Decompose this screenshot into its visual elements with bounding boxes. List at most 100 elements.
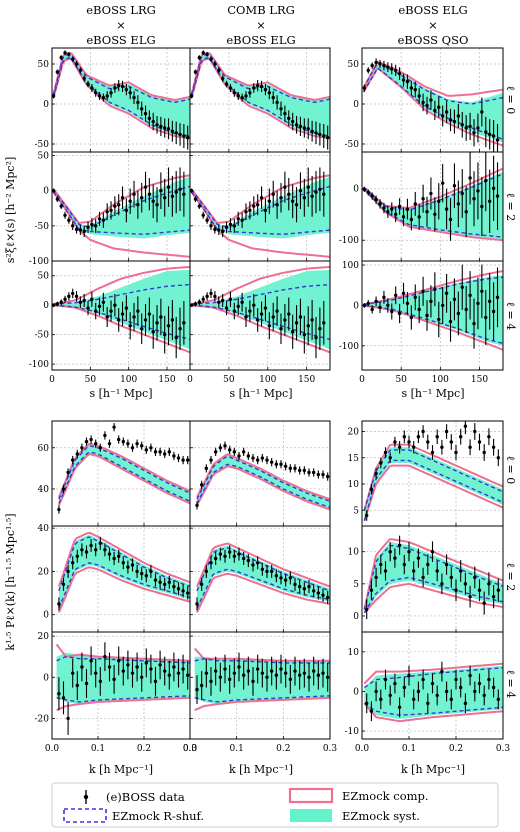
data-point — [407, 549, 411, 554]
data-point — [149, 446, 153, 450]
data-point — [232, 554, 237, 558]
data-point — [90, 222, 94, 227]
data-point — [136, 309, 140, 313]
ytick-label: -20 — [35, 714, 50, 724]
data-point — [124, 306, 129, 310]
data-point — [495, 194, 500, 198]
data-point — [71, 291, 75, 296]
data-point — [448, 118, 453, 122]
ytick-label: -50 — [35, 331, 50, 341]
data-point — [223, 554, 227, 558]
data-point — [166, 185, 171, 189]
data-point — [365, 607, 369, 612]
data-point — [201, 51, 205, 55]
data-point — [279, 462, 283, 466]
data-point — [241, 673, 246, 677]
data-point — [491, 445, 496, 449]
data-point — [78, 68, 83, 73]
data-point — [80, 548, 84, 552]
data-point — [383, 450, 388, 455]
data-point — [463, 582, 468, 586]
data-point — [275, 100, 279, 105]
col-title-2-line2: × — [256, 18, 266, 32]
rshuf-line-upper — [58, 445, 190, 500]
data-point — [480, 110, 484, 114]
data-point — [460, 285, 464, 289]
data-point — [75, 683, 80, 688]
data-point — [322, 134, 326, 138]
data-point — [370, 307, 374, 312]
data-point — [143, 111, 148, 116]
data-point — [193, 197, 198, 201]
data-point — [190, 94, 194, 98]
data-point — [302, 671, 307, 675]
xtick-label: 0.0 — [355, 744, 370, 754]
ytick-label: 10 — [348, 548, 360, 558]
data-point — [248, 208, 252, 213]
data-point — [294, 203, 299, 207]
data-point — [90, 86, 94, 90]
ytick-label: 10 — [348, 648, 360, 658]
data-point — [388, 549, 392, 554]
panel-pk-l2-b — [189, 525, 331, 633]
data-point — [113, 303, 117, 307]
data-point — [279, 196, 283, 200]
syst-band — [191, 176, 330, 239]
data-point — [155, 321, 159, 325]
data-point — [205, 52, 209, 57]
syst-band — [53, 176, 190, 239]
data-point — [316, 673, 321, 677]
data-point — [279, 107, 283, 111]
data-point — [204, 466, 209, 471]
data-point — [460, 191, 464, 196]
data-point — [166, 127, 171, 131]
data-point — [476, 301, 480, 306]
data-point — [107, 552, 112, 556]
rshuf-line-lower — [362, 67, 503, 140]
data-point — [316, 591, 321, 595]
data-point — [426, 701, 430, 706]
panel-xi-l0-b — [189, 47, 331, 153]
data-point — [103, 433, 107, 438]
ytick-label: 0 — [353, 612, 359, 622]
data-point — [472, 197, 476, 201]
data-point — [325, 675, 330, 679]
data-point — [86, 82, 90, 86]
data-point — [491, 134, 496, 138]
data-point — [98, 446, 103, 450]
panel-pk-l2-c: 0 5 10 — [348, 525, 504, 633]
xtick-label: 0.2 — [449, 744, 463, 754]
data-point — [463, 424, 468, 428]
data-point — [153, 450, 158, 454]
data-point — [94, 548, 98, 552]
data-point — [236, 94, 240, 98]
rshuf-line-upper — [362, 61, 503, 105]
ytick-label: 40 — [38, 485, 50, 495]
legend-item-data: (e)BOSS data — [83, 790, 185, 804]
rshuf-line-upper — [191, 185, 330, 228]
data-point — [252, 204, 256, 208]
data-point — [401, 215, 406, 219]
data-point — [75, 452, 80, 456]
syst-band — [363, 275, 503, 346]
data-point — [449, 575, 453, 580]
data-point — [487, 677, 491, 682]
data-point — [240, 300, 244, 304]
data-point — [174, 190, 178, 194]
data-point — [386, 209, 390, 214]
data-point — [155, 123, 159, 127]
data-point — [172, 584, 176, 589]
data-point — [71, 458, 75, 462]
data-point — [456, 114, 461, 118]
data-point — [201, 213, 205, 217]
data-point — [297, 673, 302, 677]
data-point — [464, 307, 468, 312]
data-point — [143, 185, 148, 189]
data-point — [468, 124, 472, 129]
data-point — [306, 127, 310, 131]
data-point — [271, 192, 275, 196]
comp-line-lower — [57, 566, 190, 613]
data-point — [297, 584, 302, 589]
xtick-label: 100 — [432, 375, 449, 385]
ytick-label: 0 — [43, 673, 49, 683]
